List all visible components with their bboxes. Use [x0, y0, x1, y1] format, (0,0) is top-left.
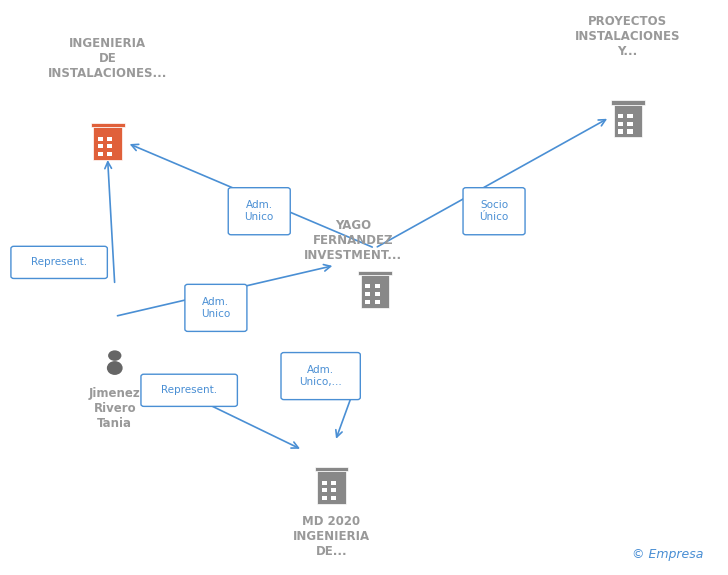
- FancyBboxPatch shape: [463, 187, 525, 235]
- FancyBboxPatch shape: [281, 352, 360, 400]
- FancyBboxPatch shape: [611, 101, 645, 105]
- Text: Represent.: Represent.: [161, 385, 217, 395]
- Text: Adm.
Unico: Adm. Unico: [201, 297, 231, 319]
- FancyBboxPatch shape: [141, 374, 237, 407]
- Text: Adm.
Unico,...: Adm. Unico,...: [299, 365, 342, 387]
- FancyBboxPatch shape: [98, 152, 103, 156]
- Text: PROYECTOS
INSTALACIONES
Y...: PROYECTOS INSTALACIONES Y...: [575, 15, 681, 58]
- FancyBboxPatch shape: [322, 488, 327, 492]
- Text: YAGO
FERNANDEZ
INVESTMENT...: YAGO FERNANDEZ INVESTMENT...: [304, 220, 403, 262]
- FancyBboxPatch shape: [98, 137, 103, 141]
- FancyBboxPatch shape: [93, 128, 122, 160]
- FancyBboxPatch shape: [90, 123, 124, 128]
- Text: MD 2020
INGENIERIA
DE...: MD 2020 INGENIERIA DE...: [293, 515, 370, 558]
- Text: Jimenez
Rivero
Tania: Jimenez Rivero Tania: [89, 388, 141, 431]
- FancyBboxPatch shape: [322, 481, 327, 485]
- FancyBboxPatch shape: [331, 496, 336, 500]
- Circle shape: [108, 350, 122, 361]
- FancyBboxPatch shape: [365, 292, 371, 296]
- FancyBboxPatch shape: [185, 284, 247, 331]
- Ellipse shape: [107, 361, 122, 375]
- FancyBboxPatch shape: [11, 246, 107, 278]
- Text: Socio
Único: Socio Único: [480, 201, 509, 222]
- FancyBboxPatch shape: [314, 467, 349, 472]
- FancyBboxPatch shape: [98, 144, 103, 148]
- FancyBboxPatch shape: [361, 275, 389, 308]
- FancyBboxPatch shape: [375, 285, 380, 289]
- FancyBboxPatch shape: [107, 152, 112, 156]
- FancyBboxPatch shape: [628, 129, 633, 133]
- FancyBboxPatch shape: [107, 144, 112, 148]
- FancyBboxPatch shape: [229, 187, 290, 235]
- FancyBboxPatch shape: [331, 488, 336, 492]
- FancyBboxPatch shape: [358, 271, 392, 275]
- FancyBboxPatch shape: [365, 285, 371, 289]
- Text: Represent.: Represent.: [31, 258, 87, 267]
- FancyBboxPatch shape: [618, 122, 623, 126]
- FancyBboxPatch shape: [628, 122, 633, 126]
- Text: Adm.
Unico: Adm. Unico: [245, 201, 274, 222]
- FancyBboxPatch shape: [375, 292, 380, 296]
- FancyBboxPatch shape: [628, 114, 633, 118]
- FancyBboxPatch shape: [618, 114, 623, 118]
- FancyBboxPatch shape: [331, 481, 336, 485]
- FancyBboxPatch shape: [107, 137, 112, 141]
- FancyBboxPatch shape: [322, 496, 327, 500]
- FancyBboxPatch shape: [618, 129, 623, 133]
- Text: © Empresa: © Empresa: [632, 548, 703, 561]
- FancyBboxPatch shape: [317, 472, 346, 504]
- Text: INGENIERIA
DE
INSTALACIONES...: INGENIERIA DE INSTALACIONES...: [48, 37, 167, 80]
- FancyBboxPatch shape: [614, 105, 642, 137]
- FancyBboxPatch shape: [375, 300, 380, 304]
- FancyBboxPatch shape: [365, 300, 371, 304]
